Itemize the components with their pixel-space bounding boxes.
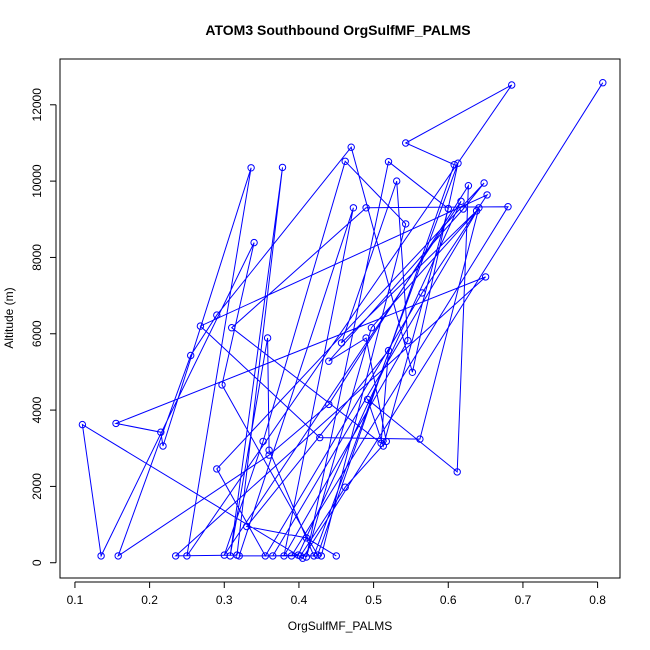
data-point [362,204,370,212]
data-point [418,289,426,297]
data-point [363,395,372,404]
x-axis-label: OrgSulfMF_PALMS [288,619,392,633]
data-point [475,204,483,212]
chart-title: ATOM3 Southbound OrgSulfMF_PALMS [205,22,470,38]
data-point [316,433,324,442]
data-point [235,552,243,560]
x-tick-label: 0.6 [440,593,457,607]
data-point [382,437,390,446]
data-point [377,439,385,447]
data-point [402,220,410,228]
data-point [384,346,393,355]
series-line [81,82,604,559]
data-point [362,334,370,342]
data-point [457,197,465,206]
series-layer [78,79,607,562]
data-point [483,191,491,199]
data-point [349,204,358,212]
data-point [269,552,277,560]
data-point [313,551,322,559]
x-tick-label: 0.1 [67,593,84,607]
data-point [453,468,461,476]
data-point [78,420,87,429]
y-axis: 0 2000 4000 6000 8000 10000 12000 [30,88,57,566]
data-point [112,419,120,428]
data-point [341,157,349,166]
data-point [347,143,355,151]
data-point [402,139,410,147]
data-point [404,336,412,345]
data-point [265,446,273,454]
y-tick-label: 10000 [30,164,44,198]
data-point [341,483,349,491]
data-point [97,552,105,560]
data-point [444,204,452,213]
data-point [187,351,195,360]
data-point [384,158,393,166]
data-point [172,552,180,560]
x-tick-label: 0.4 [291,593,308,607]
data-point [220,551,229,559]
y-tick-label: 2000 [30,473,44,500]
data-point [464,182,473,190]
data-point [325,357,333,365]
y-tick-label: 8000 [30,244,44,271]
data-point [393,177,401,185]
data-point [261,552,269,560]
data-point [280,552,288,560]
data-point [337,339,346,347]
data-point [317,552,325,560]
data-point [228,324,236,332]
data-point [157,428,165,436]
y-tick-label: 12000 [30,88,44,122]
data-point [416,435,424,443]
data-point [325,400,333,409]
data-point [243,522,251,531]
data-point [332,552,340,560]
x-tick-label: 0.3 [216,593,233,607]
data-point [263,334,272,342]
data-point [278,163,287,172]
data-point [310,552,318,560]
data-point [114,552,122,560]
data-point [302,534,311,542]
data-point [213,465,221,473]
data-point [459,205,467,213]
data-point [480,179,488,187]
data-point [259,437,267,446]
data-point [265,451,273,459]
data-point [247,164,255,172]
data-point [367,324,376,332]
x-axis: 0.1 0.2 0.3 0.4 0.5 0.6 0.7 0.8 [67,581,606,607]
x-tick-label: 0.8 [589,593,606,607]
y-axis-label: Altitude (m) [2,287,16,348]
plot-area [59,58,621,579]
x-tick-label: 0.5 [365,593,382,607]
data-point [218,381,226,389]
data-point [213,311,221,319]
x-tick-label: 0.7 [515,593,532,607]
data-point [599,79,607,87]
data-point [450,161,458,169]
data-point [250,238,258,247]
data-point [508,81,516,89]
data-point [183,552,191,560]
data-point [504,203,512,211]
data-point [454,159,462,167]
x-tick-label: 0.2 [141,593,158,607]
data-point [287,552,296,560]
data-point [481,273,490,281]
y-tick-label: 0 [30,559,44,566]
y-tick-label: 4000 [30,396,44,423]
y-tick-label: 6000 [30,320,44,347]
data-point [408,368,417,376]
data-point [196,322,205,330]
data-point [159,442,167,450]
